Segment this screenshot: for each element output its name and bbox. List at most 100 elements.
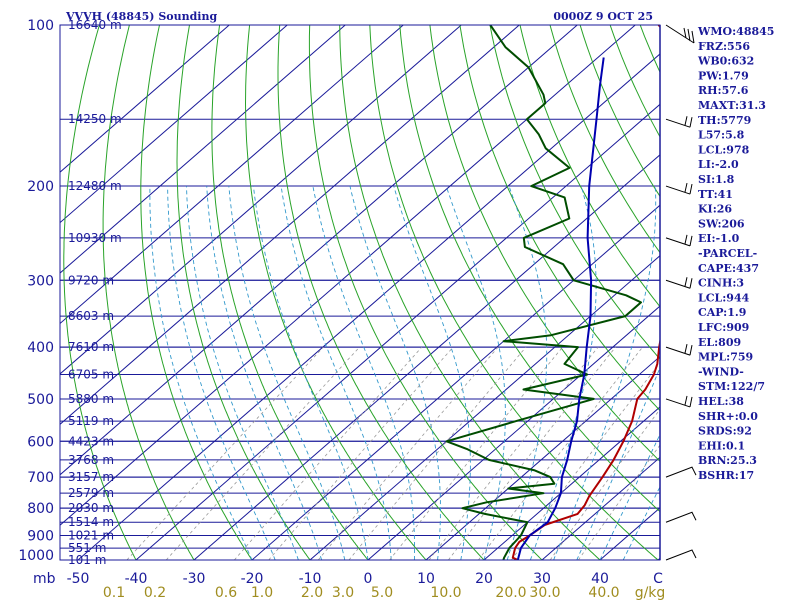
dry-adiabat xyxy=(277,25,485,560)
mixing-ratio-label: 0.1 xyxy=(103,585,125,600)
wind-barb-staff xyxy=(665,234,693,247)
wind-barb xyxy=(665,182,693,195)
index-entry: TH:5779 xyxy=(698,114,751,127)
height-label: 6705 m xyxy=(68,367,114,381)
isotherm-line xyxy=(60,25,404,325)
index-entry: HEL:38 xyxy=(698,395,744,408)
isotherm-line xyxy=(425,355,660,560)
wind-barb-staff xyxy=(665,549,697,561)
moist-adiabat xyxy=(393,185,471,560)
height-label: 7610 m xyxy=(68,340,114,354)
moist-adiabat xyxy=(553,186,657,560)
mixing-ratio-label: 30.0 xyxy=(529,585,560,600)
height-label: 5119 m xyxy=(68,414,114,428)
wind-barb-staff xyxy=(665,466,697,478)
isotherm-line xyxy=(60,25,288,224)
temp-tick-label: -30 xyxy=(183,571,206,587)
index-entry: WB0:632 xyxy=(697,55,754,68)
dry-adiabat xyxy=(549,25,660,254)
moist-adiabat xyxy=(185,186,299,560)
temperature-trace xyxy=(511,25,660,560)
dry-adiabat xyxy=(176,25,311,560)
wind-barb xyxy=(665,277,693,289)
height-label: 12480 m xyxy=(68,179,122,193)
index-entry: STM:122/7 xyxy=(698,380,765,393)
index-entry: EHI:0.1 xyxy=(698,439,745,452)
mixing-ratio-line xyxy=(448,346,616,560)
wind-barb xyxy=(665,466,697,478)
moist-adiabat xyxy=(312,186,416,560)
height-label: 101 m xyxy=(68,553,106,567)
sounding-traces xyxy=(445,25,660,560)
pressure-tick-label: 1000 xyxy=(18,548,54,564)
height-label: 2030 m xyxy=(68,501,114,515)
index-entry: SI:1.8 xyxy=(698,173,735,186)
mixing-ratio-label: 40.0 xyxy=(588,585,619,600)
dry-adiabat xyxy=(140,25,253,560)
mixing-ratio-label: 20.0 xyxy=(495,585,526,600)
temp-tick-label: -20 xyxy=(241,571,264,587)
parcel-trace xyxy=(516,57,605,560)
wind-barb xyxy=(665,234,693,247)
dry-adiabat xyxy=(369,25,659,560)
mixing-ratio-line xyxy=(234,346,423,560)
isotherm-line xyxy=(135,103,660,560)
height-label: 8603 m xyxy=(68,309,114,323)
dewpoint-trace xyxy=(445,25,642,560)
index-entry: KI:26 xyxy=(698,203,732,216)
dry-adiabat xyxy=(489,25,660,360)
index-entry: EL:809 xyxy=(698,336,741,349)
temp-tick-label: 10 xyxy=(417,571,435,587)
index-entry: FRZ:556 xyxy=(698,40,750,53)
mixing-ratio-line xyxy=(478,346,643,560)
plot-frame xyxy=(59,24,661,561)
moist-adiabat xyxy=(506,185,548,560)
isotherm-line xyxy=(60,25,462,375)
height-label: 551 m xyxy=(68,541,106,555)
index-entry: RH:57.6 xyxy=(698,84,749,97)
index-entry: SW:206 xyxy=(698,217,745,230)
isotherm-line xyxy=(193,154,660,560)
mixing-ratio-label: 5.0 xyxy=(371,585,393,600)
wind-barb-staff xyxy=(665,24,695,44)
chart-title: VVVH (48845) Sounding xyxy=(65,10,217,23)
mixing-ratio-line xyxy=(317,346,499,560)
index-entry: SRDS:92 xyxy=(698,425,752,438)
dry-adiabat xyxy=(519,25,660,308)
moist-adiabat xyxy=(599,433,660,560)
moist-adiabat xyxy=(349,185,441,560)
mixing-ratio-line xyxy=(549,408,660,560)
index-entry: EI:-1.0 xyxy=(698,232,740,245)
isotherm-line xyxy=(60,25,520,426)
index-entry: -WIND- xyxy=(698,365,744,378)
wind-barb-staff xyxy=(665,511,697,523)
dry-adiabat xyxy=(308,25,543,560)
wind-barb-staff xyxy=(665,116,693,128)
isotherm-line xyxy=(541,456,660,560)
index-entry: LI:-2.0 xyxy=(698,158,739,171)
pressure-tick-label: 600 xyxy=(27,434,54,450)
mixing-ratio-label: 0.2 xyxy=(144,585,166,600)
grid-lines xyxy=(60,25,660,560)
isotherm-line xyxy=(367,305,660,560)
index-entry: MPL:759 xyxy=(698,351,753,364)
dry-adiabat xyxy=(429,25,660,463)
temp-tick-label: 40 xyxy=(591,571,609,587)
dry-adiabat xyxy=(399,25,660,513)
index-entry: LCL:978 xyxy=(698,143,750,156)
dry-adiabat xyxy=(339,25,601,560)
chart-date: 0000Z 9 OCT 25 xyxy=(553,10,653,23)
wind-barb xyxy=(665,395,693,408)
temp-tick-label: C xyxy=(653,571,663,587)
index-entry: CAPE:437 xyxy=(698,262,759,275)
pressure-tick-label: 200 xyxy=(27,179,54,195)
mixing-ratio-line xyxy=(428,346,599,560)
moist-adiabat xyxy=(167,186,276,560)
mixing-ratio-label: 2.0 xyxy=(301,585,323,600)
wind-barb xyxy=(665,24,695,44)
mixing-ratio-line xyxy=(165,346,360,560)
height-label: 1514 m xyxy=(68,515,114,529)
wind-barb xyxy=(665,343,693,356)
pressure-tick-label: 700 xyxy=(27,470,54,486)
